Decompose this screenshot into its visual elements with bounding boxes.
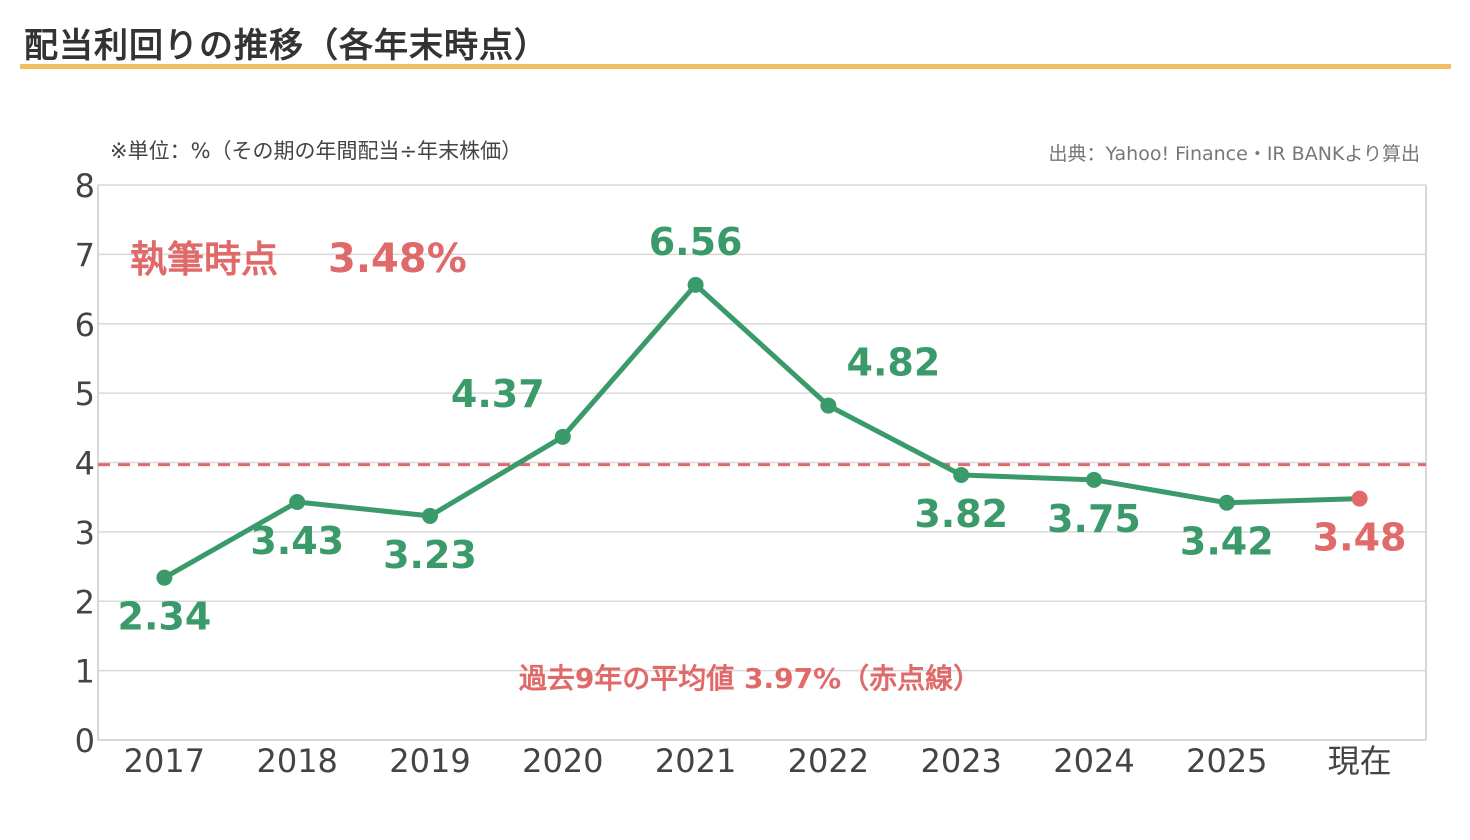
x-tick-label: 2017 [124,742,205,780]
data-label: 3.82 [914,492,1008,536]
data-point [820,397,837,414]
source-note: 出典：Yahoo! Finance・IR BANKより算出 [1048,143,1420,165]
x-tick-label: 2022 [788,742,869,780]
x-tick-label: 2018 [256,742,337,780]
y-tick-label: 7 [75,236,95,274]
average-label: 過去9年の平均値 3.97%（赤点線） [519,662,981,695]
data-point [422,507,438,524]
y-tick-label: 3 [75,514,95,552]
current-note-value: 3.48% [328,236,467,282]
data-point-current [1351,490,1368,507]
data-label: 3.23 [383,533,477,577]
y-tick-label: 4 [75,445,95,483]
data-point [953,466,970,483]
y-tick-label: 1 [75,653,95,691]
data-label: 3.75 [1047,497,1141,541]
axes: 0 1 2 3 4 5 6 7 8 2017 2018 2019 2020 2021 2022 2023 202… [75,167,1427,780]
unit-note: ※単位：%（その期の年間配当÷年末株価） [110,139,523,163]
y-tick-label: 0 [75,722,95,760]
x-tick-label: 2025 [1186,742,1267,780]
data-labels: 2.34 3.43 3.23 4.37 6.56 4.82 3.82 3.75 3.42 3.48 [118,220,1407,639]
data-point [1218,494,1235,511]
y-tick-label: 6 [75,306,95,344]
x-tick-label: 現在 [1328,742,1392,780]
y-tick-label: 2 [75,583,95,621]
chart-title: 配当利回りの推移（各年末時点） [24,26,549,66]
data-point [1086,471,1102,488]
y-tick-label: 8 [75,167,95,205]
data-label: 4.37 [451,372,545,416]
series-line [161,282,1363,581]
data-point [687,276,704,293]
data-label: 4.82 [847,341,941,385]
series-group [156,276,1368,586]
x-tick-label: 2024 [1053,742,1134,780]
data-label: 3.42 [1180,520,1274,564]
title-underline [20,64,1451,69]
grid-lines [98,184,1426,672]
x-tick-label: 2021 [655,742,736,780]
x-tick-label: 2023 [920,742,1001,780]
x-tick-label: 2020 [522,742,603,780]
data-point [156,569,173,586]
current-note-label: 執筆時点 [130,238,278,281]
x-tick-label: 2019 [389,742,470,780]
data-point [289,494,306,511]
data-label-current: 3.48 [1313,516,1407,560]
y-tick-label: 5 [75,375,95,413]
data-label: 6.56 [649,220,743,264]
data-label: 2.34 [118,595,212,639]
data-label: 3.43 [250,519,344,563]
data-point [554,428,571,445]
